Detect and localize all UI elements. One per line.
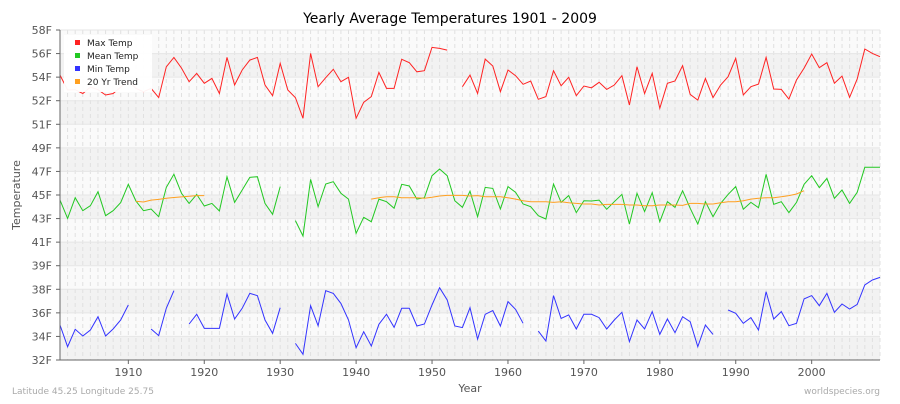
x-tick-label: 2000 [798,366,826,379]
x-tick-label: 1910 [114,366,142,379]
series-line-min-temp [727,276,881,332]
legend-swatch [75,40,80,45]
series-line-min-temp [59,304,129,349]
x-axis-label: Year [457,382,482,395]
y-tick-label: 34F [32,330,52,343]
series-line-min-temp [294,286,524,356]
y-tick-label: 41F [32,236,52,249]
y-tick-label: 39F [32,260,52,273]
legend-swatch [75,79,80,84]
vertical-gridlines [59,29,881,361]
y-tick-label: 58F [32,24,52,37]
x-tick-label: 1950 [418,366,446,379]
y-tick-label: 52F [32,95,52,108]
source-caption: worldspecies.org [804,387,880,397]
x-tick-label: 1980 [646,366,674,379]
y-tick-label: 32F [32,354,52,367]
series-line-min-temp [537,295,714,349]
y-tick-label: 47F [32,165,52,178]
x-tick-label: 1990 [722,366,750,379]
legend-swatch [75,66,80,71]
series-lines [59,46,881,356]
y-tick-label: 56F [32,48,52,61]
x-tick-label: 1960 [494,366,522,379]
series-line-20-yr-trend [135,195,205,203]
series-line-mean-temp [294,166,880,238]
y-axis-label: Temperature [10,160,23,231]
x-tick-label: 1970 [570,366,598,379]
y-tick-label: 54F [32,71,52,84]
series-line-max-temp [461,48,881,111]
location-caption: Latitude 45.25 Longitude 25.75 [12,387,154,397]
series-line-min-temp [150,290,175,337]
y-tick-label: 49F [32,142,52,155]
legend-label: 20 Yr Trend [87,78,138,88]
series-line-min-temp [188,292,281,335]
x-tick-label: 1920 [190,366,218,379]
grid-band [60,100,880,125]
legend-label: Min Temp [87,65,130,75]
y-tick-label: 43F [32,213,52,226]
legend-label: Max Temp [87,39,133,49]
y-tick-label: 38F [32,283,52,296]
axes: 32F 34F 36F 38F 39F 41F 43F 45F 47F 49F 51F 52F 54F 5… [32,24,880,379]
y-tick-label: 45F [32,189,52,202]
chart-title: Yearly Average Temperatures 1901 - 2009 [302,11,597,27]
y-tick-label: 36F [32,307,52,320]
y-tick-label: 51F [32,118,52,131]
x-tick-label: 1940 [342,366,370,379]
series-line-20-yr-trend [371,190,805,207]
series-line-mean-temp [59,173,281,220]
legend: Max Temp Mean Temp Min Temp 20 Yr Trend [64,35,152,92]
legend-label: Mean Temp [87,52,139,62]
legend-swatch [75,53,80,58]
x-tick-label: 1930 [266,366,294,379]
